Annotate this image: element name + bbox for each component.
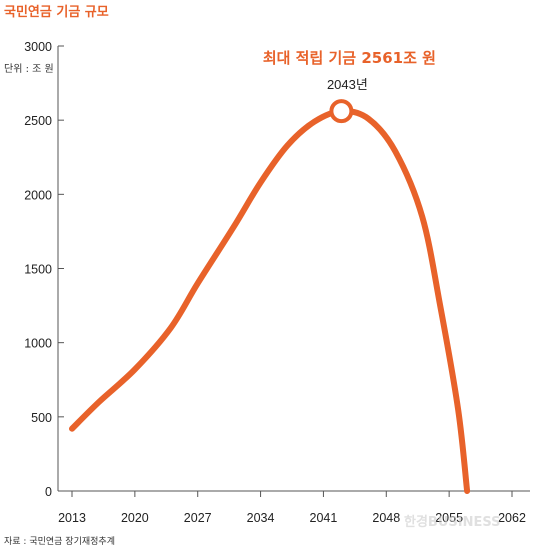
x-tick-label: 2062 [498, 511, 526, 525]
y-tick-label: 1500 [24, 263, 52, 277]
source-note: 자료 : 국민연금 장기재정추계 [4, 535, 115, 547]
x-tick-label: 2013 [58, 511, 86, 525]
axes [57, 45, 530, 497]
peak-annotation-label: 최대 적립 기금 2561조 원 [263, 49, 436, 67]
x-tick-label: 2034 [247, 511, 275, 525]
x-tick-label: 2048 [372, 511, 400, 525]
x-tick-label: 2027 [184, 511, 212, 525]
fund-size-line [69, 108, 471, 494]
chart-title: 국민연금 기금 규모 [4, 4, 109, 20]
x-tick-label: 2055 [435, 511, 463, 525]
watermark-text: 한경BUSINESS [404, 514, 501, 530]
y-tick-label: 3000 [24, 40, 52, 54]
y-tick-label: 500 [31, 411, 52, 425]
y-tick-label: 0 [45, 485, 52, 499]
y-tick-label: 1000 [24, 337, 52, 351]
x-tick-label: 2020 [121, 511, 149, 525]
watermarks: 한경BUSINESS [404, 514, 501, 530]
peak-year-label: 2043년 [327, 77, 368, 92]
x-axis-labels: 2013 2020 2027 2034 2041 2048 2055 2062 [58, 511, 526, 525]
x-tick-label: 2041 [310, 511, 338, 525]
peak-marker [329, 99, 354, 124]
y-tick-label: 2500 [24, 114, 52, 128]
unit-label: 단위 : 조 원 [4, 62, 54, 75]
y-axis-labels: 0 500 1000 1500 2000 2500 3000 [24, 40, 52, 499]
y-tick-label: 2000 [24, 188, 52, 202]
